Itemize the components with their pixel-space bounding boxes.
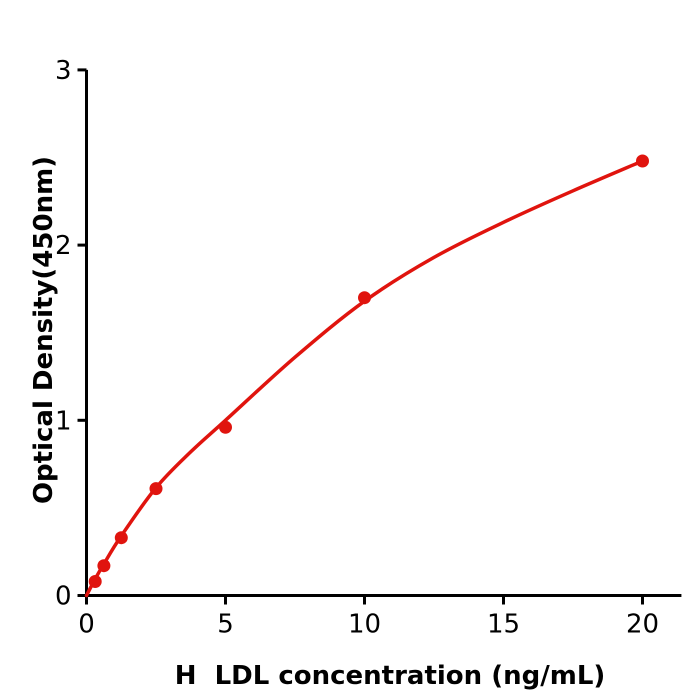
y-axis-title: Optical Density(450nm) bbox=[29, 156, 59, 504]
y-axis: 0 1 2 3 bbox=[55, 56, 88, 612]
data-point bbox=[114, 531, 128, 545]
x-tick-label: 15 bbox=[487, 610, 520, 640]
data-point bbox=[88, 575, 102, 588]
fit-curve bbox=[84, 159, 645, 598]
y-tick-label: 0 bbox=[55, 582, 72, 612]
y-tick-label: 3 bbox=[55, 56, 72, 86]
y-tick-label: 2 bbox=[55, 231, 72, 261]
y-tick-label: 1 bbox=[55, 406, 72, 436]
x-axis-title: H LDL concentration (ng/mL) bbox=[175, 661, 606, 691]
x-tick-label: 0 bbox=[78, 610, 95, 640]
data-point bbox=[358, 291, 371, 305]
x-axis: 0 5 10 15 20 bbox=[78, 594, 682, 640]
data-point bbox=[149, 482, 163, 496]
data-point bbox=[219, 420, 232, 434]
data-points bbox=[88, 154, 649, 588]
x-tick-label: 20 bbox=[626, 610, 659, 640]
data-point bbox=[636, 154, 649, 168]
x-tick-label: 10 bbox=[348, 610, 381, 640]
x-tick-label: 5 bbox=[217, 610, 234, 640]
data-point bbox=[97, 559, 111, 573]
